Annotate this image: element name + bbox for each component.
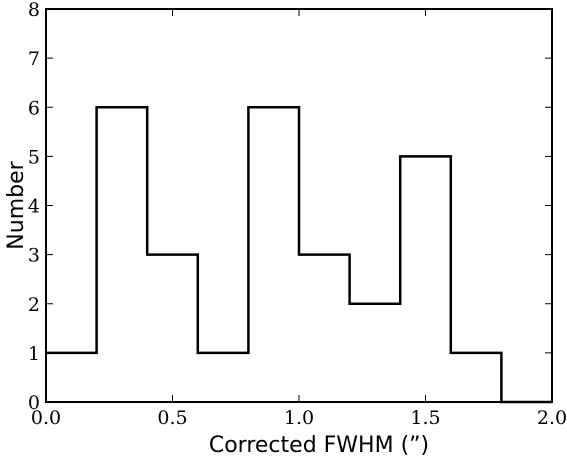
y-tick-label: 6 bbox=[28, 97, 40, 119]
y-axis-label: Number bbox=[4, 160, 29, 249]
y-tick-label: 3 bbox=[28, 245, 40, 267]
x-tick-label: 0.5 bbox=[157, 407, 187, 429]
histogram-step-line bbox=[46, 106, 552, 404]
x-tick-label: 0.0 bbox=[31, 407, 61, 429]
plot-frame bbox=[45, 8, 553, 403]
y-tick-label: 0 bbox=[28, 392, 40, 414]
x-tick-label: 2.0 bbox=[537, 407, 567, 429]
x-tick-label: 1.5 bbox=[410, 407, 440, 429]
y-tick-label: 4 bbox=[28, 196, 40, 218]
x-tick-label: 1.0 bbox=[284, 407, 314, 429]
y-tick-label: 1 bbox=[28, 343, 40, 365]
y-tick-label: 2 bbox=[28, 294, 40, 316]
y-tick-label: 5 bbox=[28, 146, 40, 168]
x-ticks: 0.0 0.5 1.0 1.5 2.0 bbox=[31, 9, 567, 429]
y-tick-label: 8 bbox=[28, 0, 40, 21]
x-axis-label: Corrected FWHM (”) bbox=[209, 433, 429, 458]
y-tick-label: 7 bbox=[28, 48, 40, 70]
